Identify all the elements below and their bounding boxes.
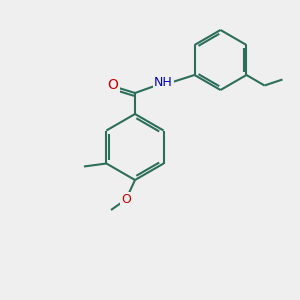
Text: NH: NH bbox=[154, 76, 173, 89]
Text: O: O bbox=[108, 78, 118, 92]
Text: O: O bbox=[121, 193, 131, 206]
